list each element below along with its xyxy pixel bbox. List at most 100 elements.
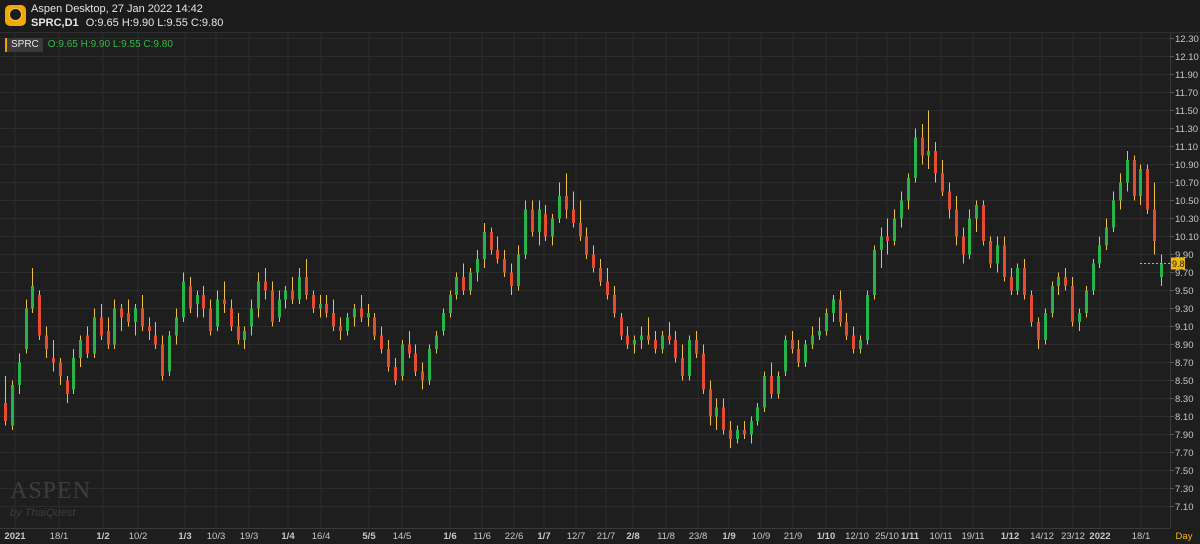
candle bbox=[312, 290, 315, 313]
candle-body bbox=[1023, 268, 1026, 295]
candle-body bbox=[579, 223, 582, 237]
candle-body bbox=[633, 340, 636, 345]
candle bbox=[606, 268, 609, 300]
candle-body bbox=[866, 295, 869, 340]
candle bbox=[640, 326, 643, 349]
candle bbox=[832, 295, 835, 322]
time-tick-label: 25/10 bbox=[875, 531, 899, 542]
time-tick-label: 1/6 bbox=[443, 531, 456, 542]
candle-body bbox=[1044, 313, 1047, 340]
candle-body bbox=[189, 286, 192, 309]
candle-body bbox=[640, 335, 643, 340]
candle-body bbox=[859, 340, 862, 349]
price-tick-label: 7.50 bbox=[1175, 466, 1194, 477]
candle bbox=[1057, 272, 1060, 295]
candle-body bbox=[11, 385, 14, 426]
candle-body bbox=[469, 272, 472, 291]
candle-body bbox=[1064, 277, 1067, 286]
candle-body bbox=[1016, 268, 1019, 291]
price-tick-label: 9.50 bbox=[1175, 286, 1194, 297]
candle bbox=[538, 200, 541, 246]
price-tick-label: 11.10 bbox=[1175, 142, 1198, 153]
candle-body bbox=[394, 367, 397, 381]
candle-body bbox=[414, 353, 417, 372]
candle bbox=[1112, 191, 1115, 232]
candle-body bbox=[387, 349, 390, 367]
candle bbox=[107, 317, 110, 349]
candle bbox=[517, 245, 520, 291]
candle bbox=[674, 331, 677, 363]
candle bbox=[59, 358, 62, 385]
aspen-watermark: ASPEN bbox=[10, 478, 92, 504]
candle bbox=[702, 344, 705, 394]
candle-body bbox=[408, 344, 411, 354]
candle bbox=[291, 277, 294, 304]
chart-plot-area[interactable] bbox=[0, 33, 1170, 528]
candle-body bbox=[647, 335, 650, 340]
candle bbox=[93, 308, 96, 358]
candle-body bbox=[100, 317, 103, 336]
time-tick-label: 19/3 bbox=[240, 531, 259, 542]
candle-body bbox=[18, 362, 21, 385]
candle bbox=[1016, 263, 1019, 295]
candle bbox=[401, 340, 404, 381]
time-tick-label: 12/7 bbox=[567, 531, 586, 542]
price-axis[interactable]: 12.30 12.10 11.90 11.70 11.50 11.30 11.10 10.90… bbox=[1140, 33, 1199, 528]
candle bbox=[278, 290, 281, 322]
price-tick-label: 8.50 bbox=[1175, 376, 1194, 387]
candle-body bbox=[1146, 169, 1149, 210]
candle-body bbox=[175, 317, 178, 336]
candle-body bbox=[674, 340, 677, 358]
candle bbox=[38, 290, 41, 340]
candle-body bbox=[996, 245, 999, 264]
price-tick-label: 8.70 bbox=[1175, 358, 1194, 369]
candle-body bbox=[380, 335, 383, 349]
time-tick-label: 21/7 bbox=[597, 531, 616, 542]
candle-body bbox=[592, 254, 595, 268]
aspen-logo-icon bbox=[5, 5, 26, 26]
candle bbox=[592, 245, 595, 273]
time-tick-label: 1/11 bbox=[901, 531, 920, 542]
candle-body bbox=[134, 308, 137, 322]
candle-body bbox=[31, 286, 34, 309]
candle bbox=[750, 416, 753, 444]
price-tick-label: 10.30 bbox=[1175, 214, 1199, 225]
candle-body bbox=[319, 304, 322, 309]
candle-body bbox=[709, 389, 712, 417]
candle bbox=[900, 191, 903, 228]
candle-body bbox=[449, 295, 452, 313]
time-axis[interactable]: 2021 18/1 1/2 10/2 1/3 10/3 19/3 1/4 16/4 5/5 14/5… bbox=[0, 528, 1193, 543]
price-tick-label: 11.90 bbox=[1175, 70, 1198, 81]
chart-legend[interactable]: SPRC O:9.65 H:9.90 L:9.55 C:9.80 bbox=[5, 38, 173, 54]
candle-body bbox=[196, 295, 199, 304]
candle-body bbox=[168, 335, 171, 372]
time-tick-label: 23/8 bbox=[689, 531, 708, 542]
candle-body bbox=[312, 295, 315, 309]
candle bbox=[777, 371, 780, 399]
candle bbox=[880, 227, 883, 268]
candle-body bbox=[209, 308, 212, 331]
candle bbox=[825, 308, 828, 336]
candle-body bbox=[442, 313, 445, 331]
candle bbox=[551, 214, 554, 246]
candle-body bbox=[750, 421, 753, 435]
candle-body bbox=[1119, 182, 1122, 201]
candle bbox=[975, 200, 978, 232]
candle bbox=[1105, 218, 1108, 250]
price-tick-label: 7.10 bbox=[1175, 502, 1194, 513]
candle-body bbox=[250, 308, 253, 327]
candle bbox=[859, 335, 862, 354]
price-tick-label: 9.30 bbox=[1175, 304, 1194, 315]
time-tick-label: 10/2 bbox=[129, 531, 148, 542]
candle bbox=[948, 182, 951, 219]
candle-body bbox=[1112, 200, 1115, 228]
candle bbox=[168, 331, 171, 376]
candle bbox=[1051, 281, 1054, 318]
legend-symbol[interactable]: SPRC bbox=[5, 38, 43, 52]
candle-body bbox=[182, 281, 185, 318]
candle bbox=[962, 227, 965, 264]
candle bbox=[620, 313, 623, 340]
period-label[interactable]: Day bbox=[1176, 531, 1193, 542]
candle-body bbox=[722, 407, 725, 430]
